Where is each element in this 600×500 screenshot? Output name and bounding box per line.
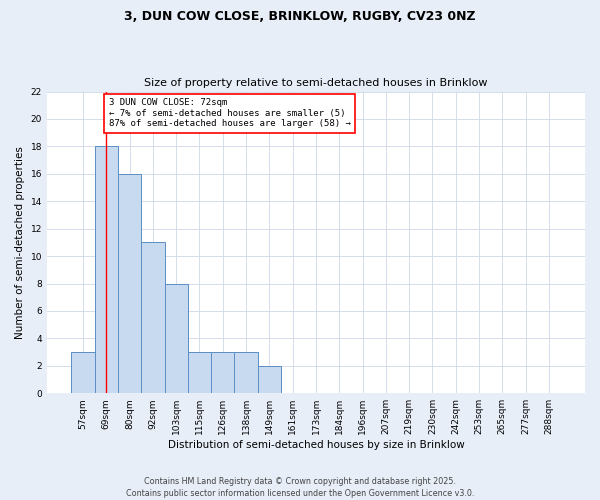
Text: 3 DUN COW CLOSE: 72sqm
← 7% of semi-detached houses are smaller (5)
87% of semi-: 3 DUN COW CLOSE: 72sqm ← 7% of semi-deta…	[109, 98, 350, 128]
Bar	[258, 366, 281, 393]
Text: 3, DUN COW CLOSE, BRINKLOW, RUGBY, CV23 0NZ: 3, DUN COW CLOSE, BRINKLOW, RUGBY, CV23 …	[124, 10, 476, 23]
Bar	[164, 284, 188, 393]
Title: Size of property relative to semi-detached houses in Brinklow: Size of property relative to semi-detach…	[144, 78, 488, 88]
Bar	[95, 146, 118, 393]
Bar	[235, 352, 258, 393]
Bar	[71, 352, 95, 393]
Bar	[188, 352, 211, 393]
Bar	[118, 174, 141, 393]
Bar	[141, 242, 164, 393]
Y-axis label: Number of semi-detached properties: Number of semi-detached properties	[15, 146, 25, 339]
Text: Contains HM Land Registry data © Crown copyright and database right 2025.
Contai: Contains HM Land Registry data © Crown c…	[126, 476, 474, 498]
X-axis label: Distribution of semi-detached houses by size in Brinklow: Distribution of semi-detached houses by …	[167, 440, 464, 450]
Bar	[211, 352, 235, 393]
